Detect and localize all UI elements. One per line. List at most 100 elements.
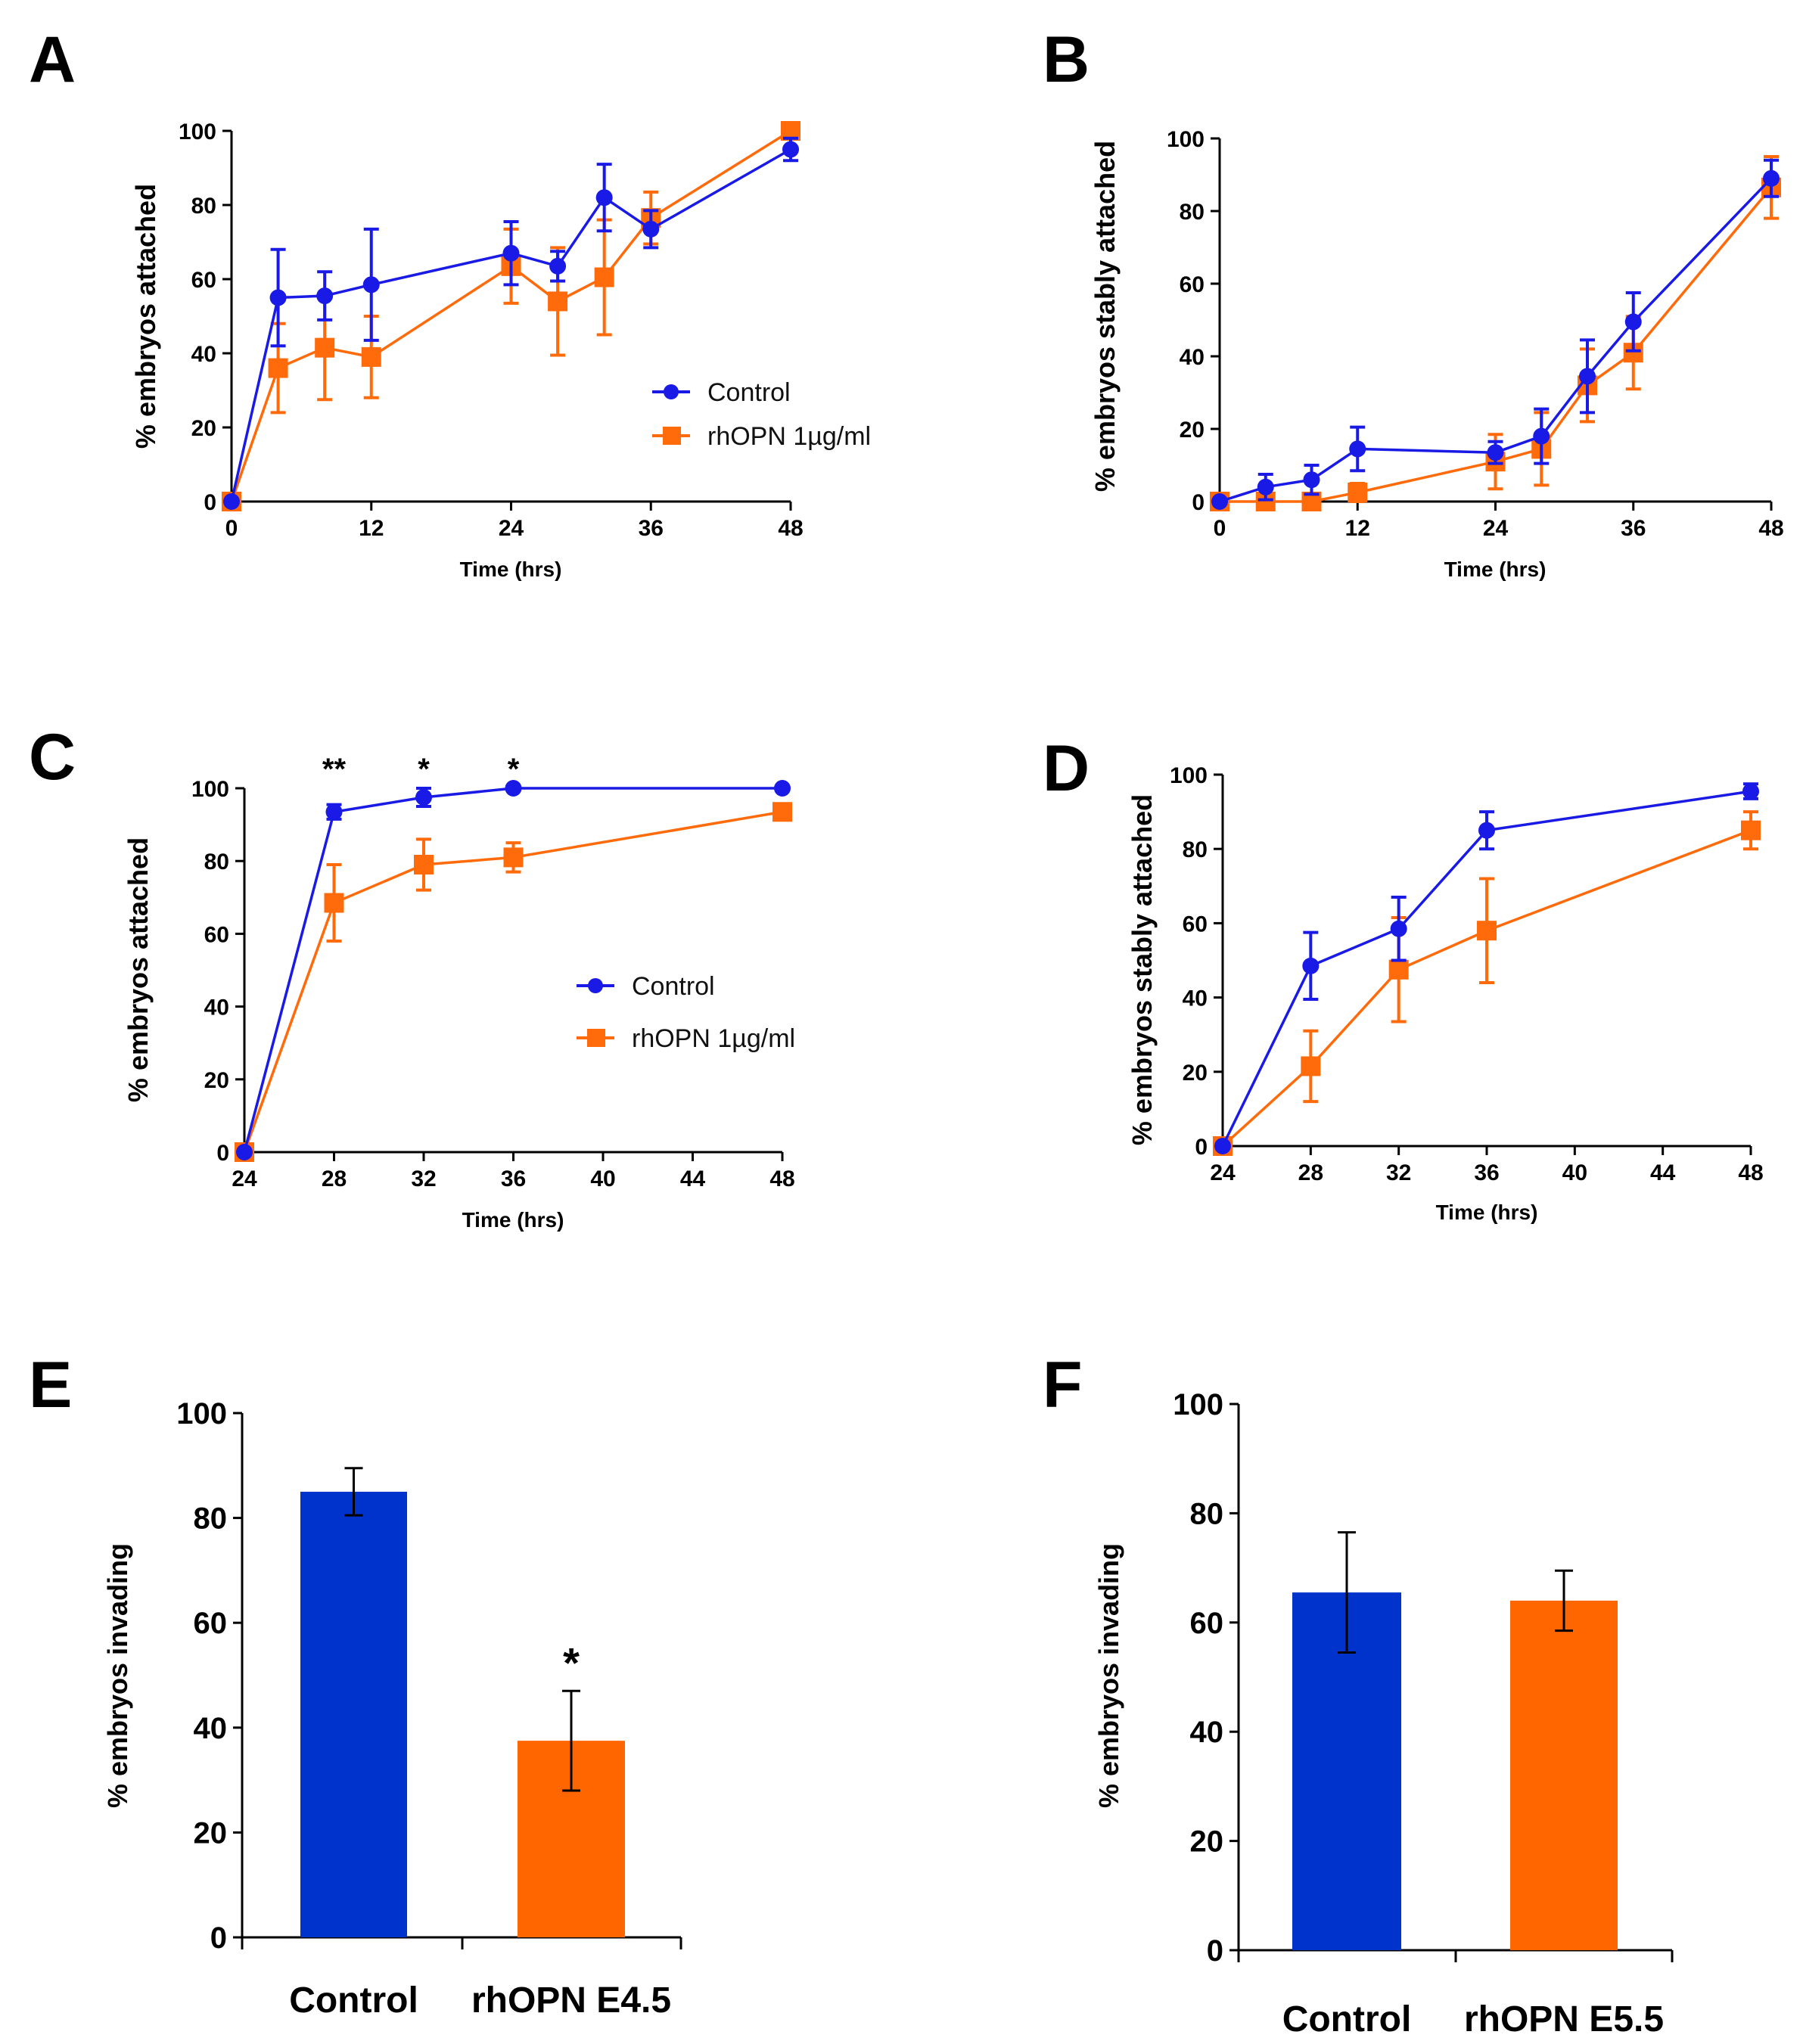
y-tick-label: 80 <box>191 194 216 219</box>
y-tick-label: 40 <box>1180 345 1205 370</box>
panel-letter: D <box>1043 732 1090 805</box>
panel-e: E 0 20 40 60 80 100 % embryos invading Control rh… <box>29 1349 682 2021</box>
x-tick-label: 12 <box>1345 516 1370 541</box>
legend-marker <box>587 1029 605 1047</box>
data-point <box>415 789 432 806</box>
x-axis-label: Time (hrs) <box>1444 558 1547 581</box>
legend-marker <box>588 978 603 993</box>
data-point <box>505 780 522 797</box>
data-point <box>1348 483 1368 502</box>
series-control <box>223 136 799 510</box>
series-control <box>236 780 791 1160</box>
x-tick-label: 0 <box>1214 516 1226 541</box>
y-tick-label: 80 <box>194 1502 228 1536</box>
x-tick-label: 48 <box>1758 516 1783 541</box>
y-axis-label: % embryos invading <box>1093 1543 1124 1808</box>
y-tick-label: 0 <box>216 1141 229 1166</box>
data-point <box>1741 820 1761 840</box>
x-tick-label: 48 <box>778 516 803 541</box>
data-point <box>502 244 520 262</box>
y-tick-label: 60 <box>191 268 216 293</box>
data-point <box>503 847 524 868</box>
data-point <box>1302 957 1320 974</box>
x-tick-label: 12 <box>359 516 384 541</box>
y-tick-label: 100 <box>1170 763 1208 788</box>
data-point <box>1303 471 1320 489</box>
series-control <box>1211 158 1780 510</box>
data-point <box>1211 493 1228 510</box>
legend-label: rhOPN 1µg/ml <box>707 422 871 451</box>
panel-f: F 0 20 40 60 80 100 % embryos invading Control rh… <box>1043 1349 1674 2039</box>
data-point <box>1478 822 1495 839</box>
x-tick-label: 36 <box>501 1166 526 1191</box>
series-rhopn <box>1213 810 1761 1156</box>
y-tick-label: 80 <box>1183 837 1208 862</box>
y-tick-label: 60 <box>194 1607 228 1640</box>
data-point <box>774 780 791 797</box>
legend-marker <box>663 427 681 445</box>
data-point <box>1388 959 1409 980</box>
y-axis-label: % embryos stably attached <box>1090 141 1121 492</box>
y-tick-label: 20 <box>204 1068 229 1093</box>
data-point <box>1349 440 1366 458</box>
significance-marker: ** <box>322 753 347 786</box>
y-tick-label: 40 <box>1183 986 1208 1011</box>
y-tick-label: 100 <box>1173 1388 1223 1421</box>
significance-marker: * <box>418 753 430 786</box>
significance-marker: * <box>563 1639 580 1686</box>
x-axis-label: Time (hrs) <box>1436 1201 1538 1224</box>
x-tick-label: 44 <box>680 1166 706 1191</box>
data-point <box>782 141 799 158</box>
y-tick-label: 0 <box>1192 490 1205 515</box>
significance-marker: * <box>508 753 520 786</box>
data-point <box>414 855 434 875</box>
y-tick-label: 0 <box>204 490 216 515</box>
data-point <box>1487 444 1504 461</box>
y-tick-label: 80 <box>1190 1497 1224 1530</box>
x-tick-label: 0 <box>225 516 238 541</box>
y-tick-label: 40 <box>204 996 229 1020</box>
x-tick-label: 44 <box>1650 1160 1676 1185</box>
data-point <box>549 257 567 275</box>
y-tick-label: 80 <box>204 850 229 874</box>
y-axis-label: % embryos invading <box>102 1543 133 1808</box>
data-point <box>1257 478 1274 495</box>
data-point <box>1301 1056 1321 1076</box>
y-tick-label: 40 <box>1190 1716 1224 1749</box>
data-point <box>316 287 334 305</box>
y-tick-label: 20 <box>191 416 216 441</box>
data-point <box>772 802 792 822</box>
data-point <box>1579 368 1596 385</box>
x-tick-label: 28 <box>1298 1160 1323 1185</box>
data-point <box>362 276 380 294</box>
x-axis-label: Time (hrs) <box>462 1208 564 1232</box>
x-tick-label: 28 <box>322 1166 347 1191</box>
data-point <box>1624 313 1642 331</box>
x-tick-label: 40 <box>590 1166 615 1191</box>
data-point <box>1214 1138 1231 1154</box>
panel-letter: F <box>1043 1349 1083 1421</box>
x-tick-label: 24 <box>1210 1160 1236 1185</box>
y-axis-label: % embryos attached <box>130 184 161 449</box>
panel-a: A 0 20 40 60 80 100 % embryos attached 0 12 24 36 48… <box>29 23 871 581</box>
data-point <box>595 189 613 207</box>
y-tick-label: 40 <box>194 1712 228 1745</box>
y-tick-label: 40 <box>191 342 216 367</box>
category-label: rhOPN E4.5 <box>471 1980 671 2021</box>
y-tick-label: 20 <box>1190 1825 1224 1859</box>
legend-label: Control <box>707 378 791 407</box>
data-point <box>1477 921 1497 941</box>
y-tick-label: 60 <box>1183 912 1208 937</box>
x-tick-label: 24 <box>1483 516 1509 541</box>
data-point <box>324 893 344 913</box>
data-point <box>361 346 381 367</box>
category-label: Control <box>1282 1999 1412 2039</box>
x-tick-label: 32 <box>411 1166 436 1191</box>
data-point <box>315 337 335 358</box>
legend-label: rhOPN 1µg/ml <box>632 1024 795 1053</box>
data-point <box>269 289 287 306</box>
series-control <box>1214 782 1759 1154</box>
y-tick-label: 0 <box>1195 1135 1208 1160</box>
data-point <box>268 358 288 378</box>
x-axis-label: Time (hrs) <box>460 558 562 581</box>
